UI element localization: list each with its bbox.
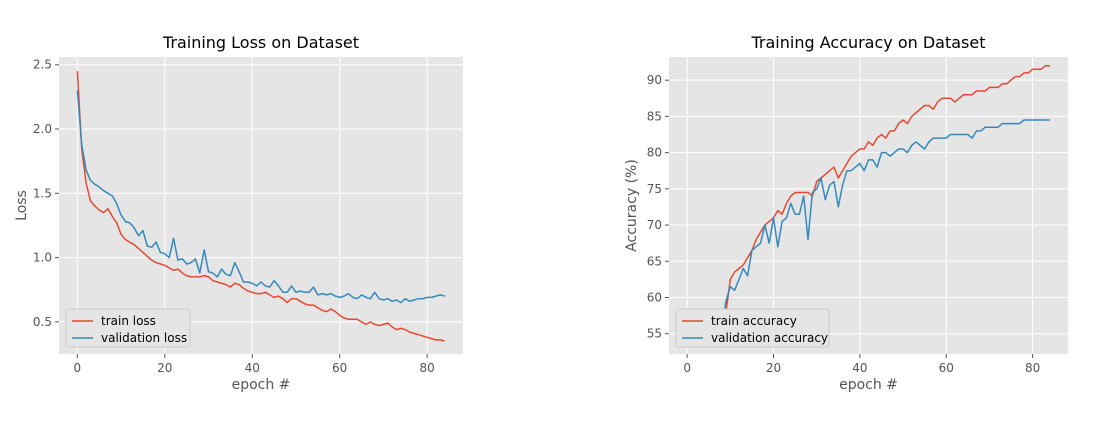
y-tick-label: 75 [647, 182, 662, 196]
accuracy-legend-box [675, 308, 830, 348]
accuracy-legend-label-train: train accuracy [711, 314, 797, 328]
accuracy-ticks: 0 20 40 60 80 55 60 65 70 75 80 85 90 [647, 73, 1041, 375]
loss-series [76, 71, 445, 342]
y-tick-label: 70 [647, 218, 662, 232]
validation-series-line [76, 90, 445, 304]
x-tick-label: 40 [852, 361, 867, 375]
accuracy-series [686, 64, 1050, 346]
train-series-line [76, 71, 445, 342]
x-tick-label: 20 [157, 361, 172, 375]
accuracy-chart-title: Training Accuracy on Dataset [750, 33, 985, 52]
train-series-line [686, 64, 1050, 345]
validation-series-line [687, 119, 1050, 346]
accuracy-x-axis-label: epoch # [839, 377, 898, 393]
x-tick-label: 40 [245, 361, 260, 375]
y-tick-label: 55 [647, 327, 662, 341]
loss-grid [59, 57, 463, 354]
loss-legend-label-train: train loss [101, 314, 156, 328]
x-tick-label: 80 [420, 361, 435, 375]
y-tick-label: 2.5 [33, 58, 52, 72]
loss-chart: 0 20 40 60 80 0.5 1.0 1.5 2.0 2.5 Training Loss o… [14, 33, 463, 393]
x-tick-label: 80 [1025, 361, 1040, 375]
y-tick-label: 60 [647, 290, 662, 304]
loss-plot-area [59, 57, 463, 354]
x-tick-label: 20 [766, 361, 781, 375]
accuracy-grid [669, 57, 1068, 354]
loss-y-axis-label: Loss [14, 190, 30, 221]
accuracy-legend: train accuracy validation accuracy [675, 308, 830, 348]
y-tick-label: 80 [647, 146, 662, 160]
y-tick-label: 1.5 [33, 186, 52, 200]
x-tick-label: 0 [683, 361, 691, 375]
y-tick-label: 1.0 [33, 251, 52, 265]
x-tick-label: 60 [332, 361, 347, 375]
loss-ticks: 0 20 40 60 80 0.5 1.0 1.5 2.0 2.5 [33, 58, 435, 375]
loss-legend-box [65, 308, 191, 348]
loss-chart-title: Training Loss on Dataset [162, 33, 359, 52]
accuracy-chart: 0 20 40 60 80 55 60 65 70 75 80 85 90 Training Accur… [624, 33, 1068, 393]
y-tick-label: 0.5 [33, 315, 52, 329]
x-tick-label: 0 [74, 361, 82, 375]
loss-x-axis-label: epoch # [232, 377, 291, 393]
x-tick-label: 60 [939, 361, 954, 375]
accuracy-plot-area [669, 57, 1068, 354]
y-tick-label: 90 [647, 73, 662, 87]
y-tick-label: 85 [647, 109, 662, 123]
loss-legend: train loss validation loss [65, 308, 191, 348]
accuracy-y-axis-label: Accuracy (%) [624, 159, 640, 252]
accuracy-legend-label-validation: validation accuracy [711, 331, 828, 345]
y-tick-label: 65 [647, 254, 662, 268]
y-tick-label: 2.0 [33, 122, 52, 136]
loss-legend-label-validation: validation loss [101, 331, 187, 345]
